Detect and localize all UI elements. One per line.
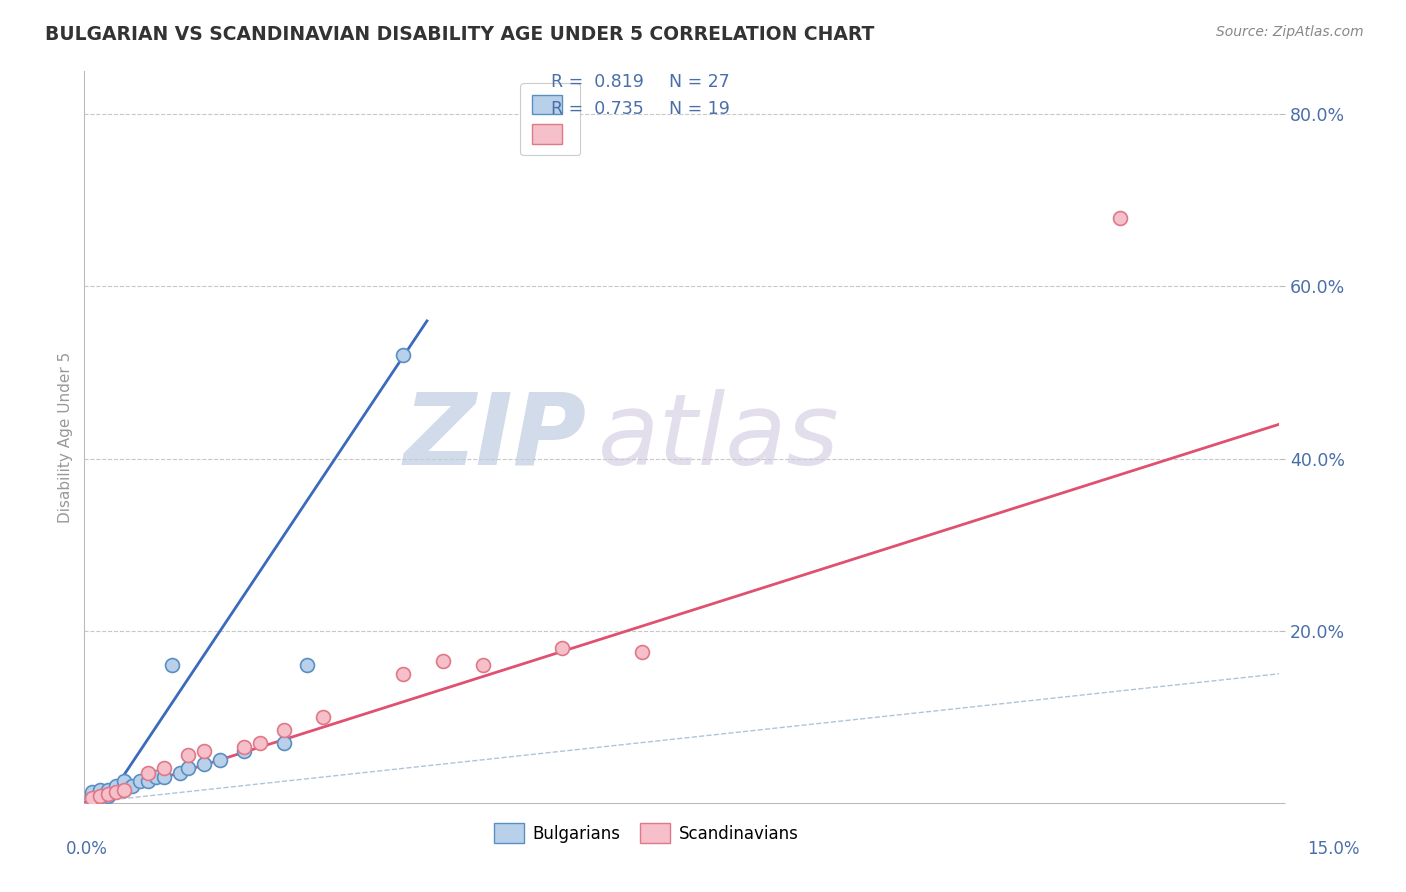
Point bbox=[105, 785, 128, 799]
Point bbox=[82, 785, 104, 799]
Point bbox=[193, 757, 215, 772]
Legend: Bulgarians, Scandinavians: Bulgarians, Scandinavians bbox=[486, 817, 806, 849]
Point bbox=[297, 658, 319, 673]
Point bbox=[392, 666, 415, 681]
Text: N = 19: N = 19 bbox=[669, 100, 730, 118]
Point bbox=[112, 783, 135, 797]
Text: 15.0%: 15.0% bbox=[1306, 840, 1360, 858]
Text: ZIP: ZIP bbox=[404, 389, 586, 485]
Point bbox=[89, 789, 111, 803]
Point bbox=[89, 785, 111, 799]
Point bbox=[136, 765, 159, 780]
Point bbox=[82, 791, 104, 805]
Point bbox=[112, 774, 135, 789]
Y-axis label: Disability Age Under 5: Disability Age Under 5 bbox=[58, 351, 73, 523]
Text: atlas: atlas bbox=[599, 389, 839, 485]
Point bbox=[105, 783, 128, 797]
Point bbox=[89, 789, 111, 803]
Text: BULGARIAN VS SCANDINAVIAN DISABILITY AGE UNDER 5 CORRELATION CHART: BULGARIAN VS SCANDINAVIAN DISABILITY AGE… bbox=[45, 25, 875, 44]
Point bbox=[177, 748, 200, 763]
Point bbox=[97, 783, 120, 797]
Point bbox=[631, 645, 654, 659]
Point bbox=[273, 735, 295, 749]
Text: Source: ZipAtlas.com: Source: ZipAtlas.com bbox=[1216, 25, 1364, 39]
Point bbox=[273, 723, 295, 737]
Text: 0.0%: 0.0% bbox=[66, 840, 108, 858]
Point bbox=[160, 658, 183, 673]
Point bbox=[193, 744, 215, 758]
Text: R =  0.735: R = 0.735 bbox=[551, 100, 644, 118]
Point bbox=[153, 761, 176, 775]
Point bbox=[153, 770, 176, 784]
Point bbox=[97, 789, 120, 803]
Point bbox=[169, 765, 191, 780]
Point bbox=[112, 783, 135, 797]
Point bbox=[136, 774, 159, 789]
Point bbox=[97, 787, 120, 801]
Point bbox=[208, 753, 231, 767]
Point bbox=[232, 744, 254, 758]
Point bbox=[432, 654, 454, 668]
Point bbox=[121, 779, 143, 793]
Point bbox=[232, 739, 254, 754]
Point bbox=[249, 735, 271, 749]
Point bbox=[105, 779, 128, 793]
Point bbox=[392, 348, 415, 362]
Point bbox=[312, 710, 335, 724]
Point bbox=[82, 789, 104, 803]
Point bbox=[97, 787, 120, 801]
Point bbox=[471, 658, 494, 673]
Text: N = 27: N = 27 bbox=[669, 73, 730, 91]
Point bbox=[129, 774, 152, 789]
Point bbox=[177, 761, 200, 775]
Point bbox=[82, 791, 104, 805]
Point bbox=[145, 770, 167, 784]
Point bbox=[1109, 211, 1132, 225]
Point bbox=[551, 640, 574, 655]
Point bbox=[89, 783, 111, 797]
Text: R =  0.819: R = 0.819 bbox=[551, 73, 644, 91]
